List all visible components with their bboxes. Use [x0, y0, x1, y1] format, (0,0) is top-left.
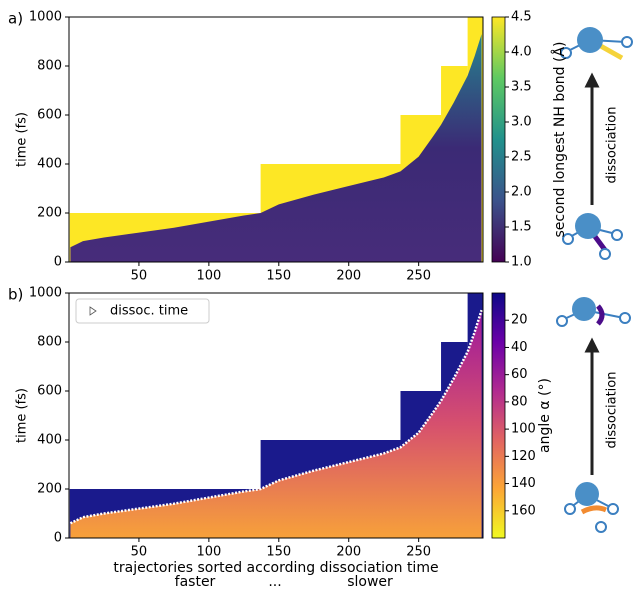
molecule-icons-a — [561, 27, 632, 259]
colorbar-tick-label: 4.5 — [511, 10, 532, 25]
colorbar-tick-label: 80 — [511, 394, 528, 409]
x-tick-label: 200 — [336, 545, 361, 560]
panel-label: b) — [8, 286, 23, 304]
legend-label: dissoc. time — [110, 304, 188, 319]
colorbar — [492, 293, 505, 538]
x-tick-label: 50 — [131, 545, 148, 560]
y-tick-label: 600 — [37, 108, 62, 123]
colorbar-label: angle α (°) — [537, 378, 553, 453]
x-tick-label: 100 — [196, 269, 221, 284]
colorbar-tick-label: 1.0 — [511, 255, 532, 270]
y-tick-label: 600 — [37, 384, 62, 399]
colorbar-tick-label: 2.0 — [511, 185, 532, 200]
y-tick-label: 800 — [37, 335, 62, 350]
y-axis-label: time (fs) — [15, 112, 30, 167]
x-tick-label: 150 — [266, 545, 291, 560]
y-tick-label: 200 — [37, 206, 62, 221]
x-note: slower — [347, 574, 393, 587]
y-tick-label: 400 — [37, 433, 62, 448]
figure: 5010015020025002004006008001000a)time (f… — [0, 0, 635, 587]
x-note: ... — [268, 574, 281, 587]
y-tick-label: 400 — [37, 157, 62, 172]
colorbar-tick-label: 1.5 — [511, 220, 532, 235]
colorbar-label: second longest NH bond (Å) — [551, 41, 568, 237]
y-tick-label: 200 — [37, 482, 62, 497]
colorbar-tick-label: 60 — [511, 367, 528, 382]
y-tick-label: 1000 — [29, 10, 62, 25]
colorbar-tick-label: 140 — [511, 476, 536, 491]
colorbar-tick-label: 4.0 — [511, 45, 532, 60]
colorbar-tick-label: 100 — [511, 422, 536, 437]
colorbar-tick-label: 40 — [511, 340, 528, 355]
x-note: faster — [175, 574, 216, 587]
colorbar-tick-label: 160 — [511, 503, 536, 518]
y-tick-label: 0 — [54, 255, 62, 270]
colorbar-tick-label: 2.5 — [511, 150, 532, 165]
colorbar-tick-label: 20 — [511, 313, 528, 328]
x-tick-label: 50 — [131, 269, 148, 284]
side-label: dissociation — [605, 107, 620, 184]
colorbar-tick-label: 3.0 — [511, 115, 532, 130]
x-tick-label: 250 — [406, 269, 431, 284]
y-tick-label: 1000 — [29, 286, 62, 301]
x-tick-label: 150 — [266, 269, 291, 284]
x-tick-label: 250 — [406, 545, 431, 560]
colorbar-tick-label: 3.5 — [511, 80, 532, 95]
side-label: dissociation — [605, 372, 620, 449]
y-tick-label: 800 — [37, 59, 62, 74]
y-tick-label: 0 — [54, 531, 62, 546]
x-tick-label: 100 — [196, 545, 221, 560]
panel-label: a) — [8, 10, 23, 28]
colorbar-tick-label: 120 — [511, 449, 536, 464]
colorbar — [492, 17, 505, 262]
y-axis-label: time (fs) — [15, 388, 30, 443]
x-tick-label: 200 — [336, 269, 361, 284]
